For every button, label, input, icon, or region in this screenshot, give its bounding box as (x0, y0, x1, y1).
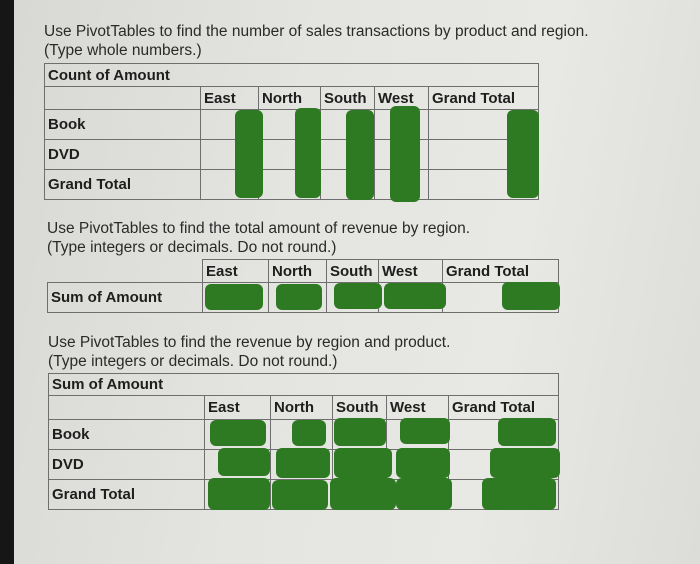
corner-cell (48, 260, 203, 283)
table-title: Sum of Amount (47, 373, 560, 396)
col-header-west: West (378, 259, 443, 283)
col-header-south: South (332, 395, 387, 420)
redaction-mark (334, 418, 386, 446)
corner-cell (44, 86, 201, 110)
question-2-prompt: Use PivotTables to find the total amount… (47, 219, 470, 257)
col-header-east: East (204, 395, 271, 420)
question-1-line2: (Type whole numbers.) (44, 42, 202, 59)
col-header-east: East (200, 86, 259, 110)
row-header-book: Book (48, 419, 205, 450)
redaction-mark (205, 284, 263, 310)
col-header-west: West (386, 395, 449, 420)
redaction-mark (210, 420, 266, 446)
row-header-dvd: DVD (48, 449, 205, 480)
row-header-sum: Sum of Amount (47, 282, 203, 313)
col-header-east: East (202, 259, 269, 283)
redaction-mark (276, 284, 322, 310)
redaction-mark (208, 478, 270, 510)
col-header-south: South (320, 86, 375, 110)
col-header-grand-total: Grand Total (447, 395, 560, 420)
redaction-mark (498, 418, 556, 446)
question-1-prompt: Use PivotTables to find the number of sa… (44, 22, 589, 60)
redaction-mark (507, 110, 539, 198)
redaction-mark (272, 480, 328, 510)
question-2-line2: (Type integers or decimals. Do not round… (47, 239, 337, 256)
col-header-grand-total: Grand Total (442, 259, 559, 283)
question-3-prompt: Use PivotTables to find the revenue by r… (48, 333, 450, 371)
redaction-mark (334, 448, 392, 478)
corner-cell (48, 395, 205, 420)
col-header-grand-total: Grand Total (428, 86, 539, 110)
table-title: Count of Amount (44, 63, 539, 87)
redaction-mark (295, 108, 321, 198)
redaction-mark (390, 106, 420, 202)
redaction-mark (482, 478, 556, 510)
redaction-mark (235, 110, 263, 198)
col-header-south: South (326, 259, 379, 283)
row-header-grand-total: Grand Total (44, 169, 201, 200)
redaction-mark (218, 448, 270, 476)
redaction-mark (400, 418, 450, 444)
redaction-mark (292, 420, 326, 446)
redaction-mark (346, 110, 374, 200)
row-header-grand-total: Grand Total (48, 479, 205, 510)
redaction-mark (396, 448, 450, 478)
redaction-mark (396, 478, 452, 510)
question-3-line1: Use PivotTables to find the revenue by r… (48, 334, 451, 351)
redaction-mark (490, 448, 560, 478)
col-header-north: North (258, 86, 321, 110)
redaction-mark (330, 478, 396, 510)
question-3-line2: (Type integers or decimals. Do not round… (48, 353, 338, 370)
question-1-line1: Use PivotTables to find the number of sa… (44, 23, 589, 40)
pivot-table-count: Count of Amount East North South West Gr… (44, 63, 539, 200)
row-header-dvd: DVD (44, 139, 201, 170)
col-header-north: North (270, 395, 333, 420)
row-header-book: Book (44, 109, 201, 140)
redaction-mark (384, 283, 446, 309)
question-2-line1: Use PivotTables to find the total amount… (47, 220, 471, 237)
redaction-mark (502, 282, 560, 310)
redaction-mark (334, 283, 382, 309)
col-header-north: North (268, 259, 327, 283)
redaction-mark (276, 448, 330, 478)
